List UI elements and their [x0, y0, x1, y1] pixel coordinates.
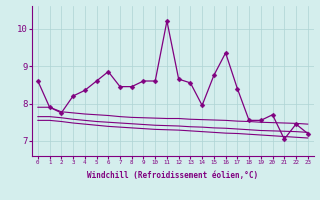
X-axis label: Windchill (Refroidissement éolien,°C): Windchill (Refroidissement éolien,°C): [87, 171, 258, 180]
